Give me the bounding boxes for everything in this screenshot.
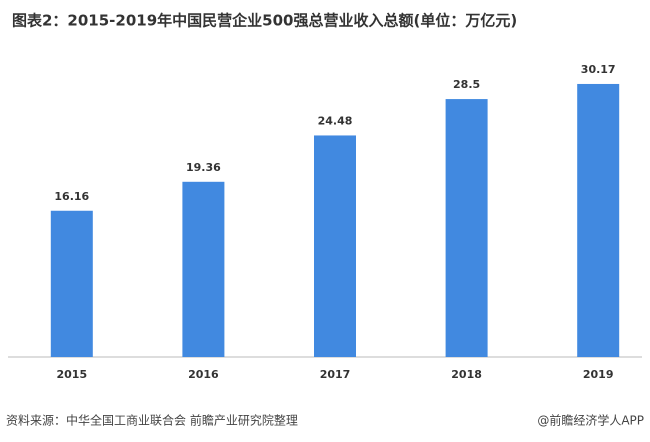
x-tick-label: 2015 [56,368,87,381]
x-tick-label: 2019 [583,368,614,381]
source: 资料来源：中华全国工商业联合会 前瞻产业研究院整理 [6,413,298,428]
x-tick-label: 2018 [451,368,482,381]
chart-title: 图表2：2015-2019年中国民营企业500强总营业收入总额(单位：万亿元) [12,12,517,30]
x-tick-label: 2016 [188,368,219,381]
brand: @前瞻经济学人APP [537,413,644,428]
bar [577,83,620,358]
bar [314,135,356,357]
value-label: 24.48 [318,114,353,127]
bar [182,181,225,357]
value-label: 28.5 [453,78,480,91]
value-label: 16.16 [54,190,89,203]
x-tick-label: 2017 [320,368,351,381]
value-label: 19.36 [186,161,221,174]
bar [445,99,488,357]
bar [50,210,93,357]
value-label: 30.17 [581,63,616,76]
